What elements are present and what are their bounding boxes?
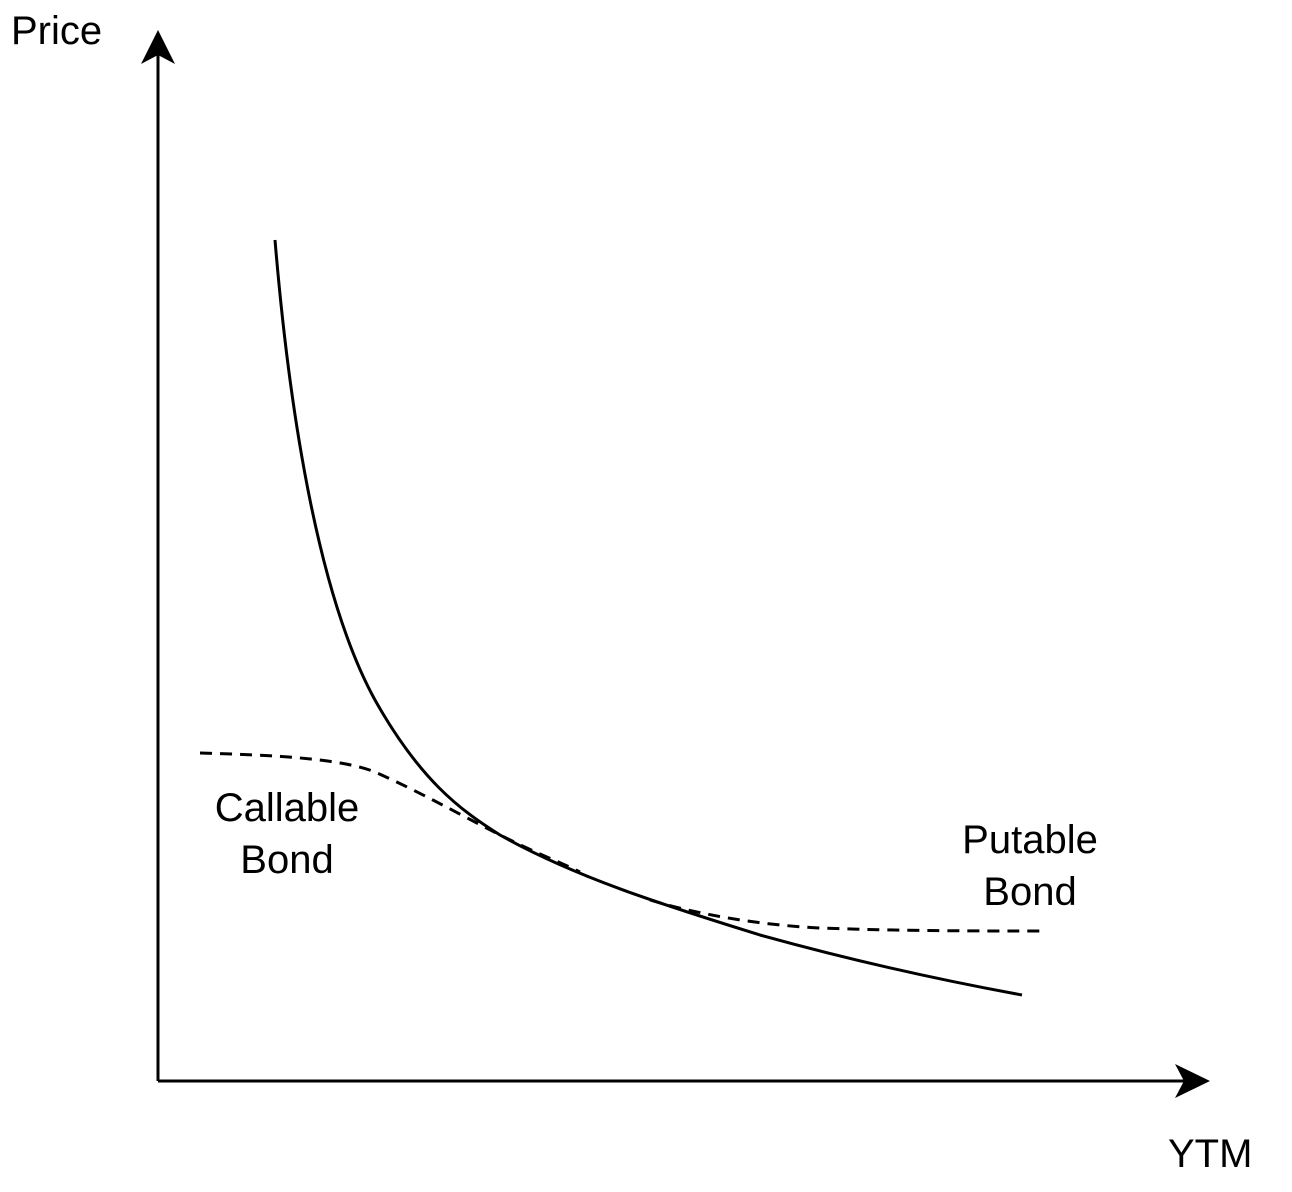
callable-label-line2: Bond xyxy=(240,838,334,882)
x-axis-arrowhead xyxy=(1175,1064,1210,1098)
x-axis-label: YTM xyxy=(1168,1132,1253,1176)
putable-label-line2: Bond xyxy=(983,870,1077,914)
option-free-bond-curve xyxy=(273,239,1023,997)
y-axis-label: Price xyxy=(11,9,103,53)
callable-bond-curve xyxy=(199,751,581,874)
putable-bond-label: Putable Bond xyxy=(930,814,1130,918)
y-axis-arrowhead xyxy=(141,30,175,64)
putable-label-line1: Putable xyxy=(962,818,1098,862)
callable-label-line1: Callable xyxy=(214,786,360,830)
callable-bond-label: Callable Bond xyxy=(187,782,387,886)
